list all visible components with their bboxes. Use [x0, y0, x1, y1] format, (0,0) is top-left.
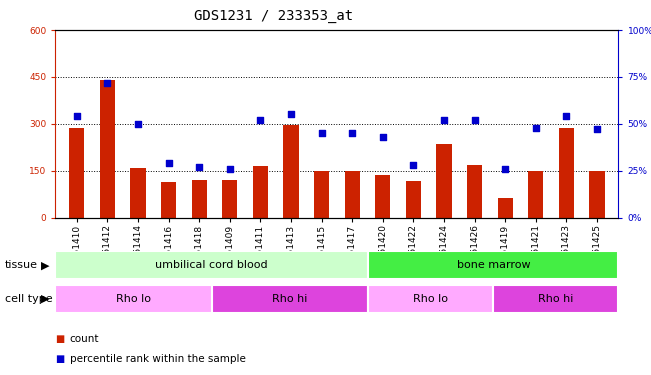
- Point: [592, 126, 602, 132]
- Text: Rho hi: Rho hi: [538, 294, 574, 304]
- Point: [102, 80, 113, 86]
- Bar: [589, 171, 605, 217]
- Text: percentile rank within the sample: percentile rank within the sample: [70, 354, 245, 364]
- Point: [225, 166, 235, 172]
- Text: ▶: ▶: [41, 294, 49, 304]
- Text: Rho lo: Rho lo: [116, 294, 151, 304]
- Bar: [191, 180, 207, 218]
- Text: umbilical cord blood: umbilical cord blood: [156, 260, 268, 270]
- Bar: [436, 144, 452, 218]
- Bar: [314, 171, 329, 217]
- Bar: [100, 80, 115, 218]
- Bar: [212, 285, 368, 313]
- Bar: [222, 180, 238, 218]
- Bar: [55, 251, 368, 279]
- Point: [286, 111, 296, 117]
- Bar: [368, 251, 618, 279]
- Text: GDS1231 / 233353_at: GDS1231 / 233353_at: [194, 9, 353, 23]
- Bar: [375, 176, 391, 217]
- Bar: [368, 285, 493, 313]
- Text: bone marrow: bone marrow: [456, 260, 530, 270]
- Bar: [528, 171, 544, 217]
- Bar: [493, 285, 618, 313]
- Text: ■: ■: [55, 354, 64, 364]
- Point: [531, 124, 541, 130]
- Text: ▶: ▶: [41, 260, 49, 270]
- Bar: [55, 285, 212, 313]
- Point: [316, 130, 327, 136]
- Point: [72, 113, 82, 119]
- Bar: [497, 198, 513, 217]
- Bar: [253, 166, 268, 218]
- Point: [347, 130, 357, 136]
- Point: [378, 134, 388, 140]
- Text: tissue: tissue: [5, 260, 38, 270]
- Point: [561, 113, 572, 119]
- Text: Rho hi: Rho hi: [272, 294, 308, 304]
- Bar: [161, 182, 176, 218]
- Text: cell type: cell type: [5, 294, 53, 304]
- Point: [255, 117, 266, 123]
- Text: count: count: [70, 334, 99, 344]
- Text: ■: ■: [55, 334, 64, 344]
- Point: [163, 160, 174, 166]
- Bar: [406, 181, 421, 218]
- Point: [469, 117, 480, 123]
- Bar: [130, 168, 146, 217]
- Point: [500, 166, 510, 172]
- Point: [133, 121, 143, 127]
- Bar: [283, 125, 299, 218]
- Bar: [69, 128, 85, 217]
- Point: [194, 164, 204, 170]
- Bar: [467, 165, 482, 218]
- Point: [408, 162, 419, 168]
- Bar: [344, 171, 360, 217]
- Text: Rho lo: Rho lo: [413, 294, 449, 304]
- Bar: [559, 128, 574, 218]
- Point: [439, 117, 449, 123]
